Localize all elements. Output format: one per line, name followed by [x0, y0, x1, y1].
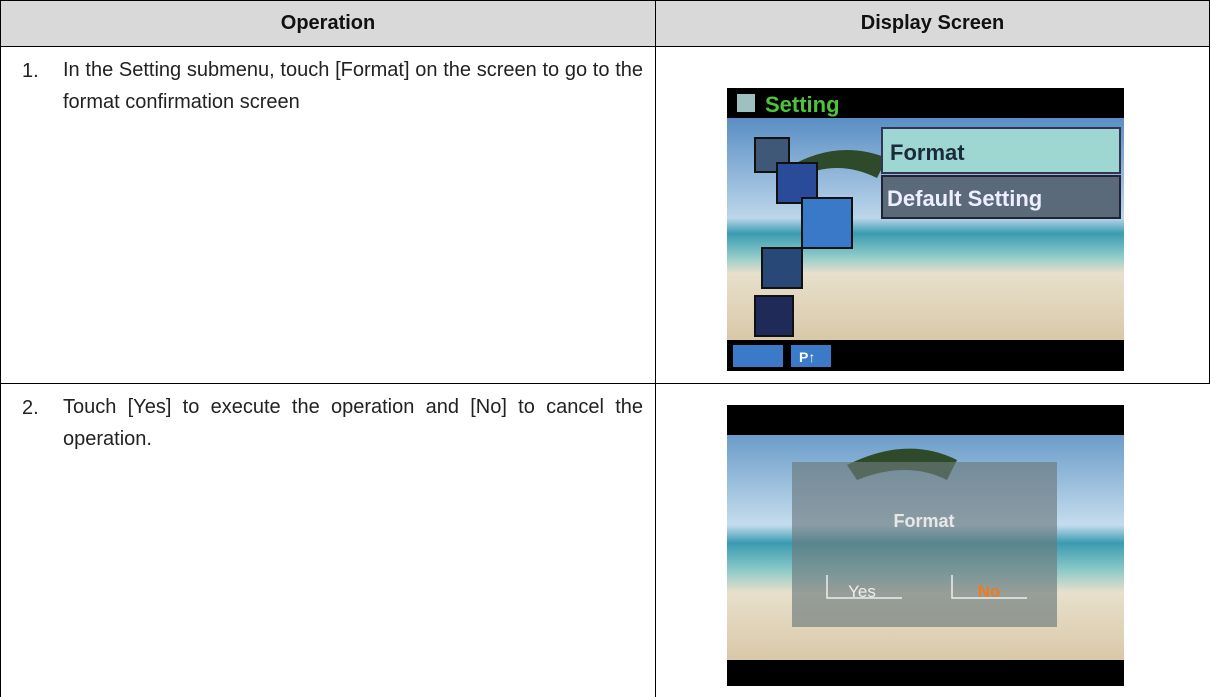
step-number: 2.	[22, 397, 39, 419]
display-screen: Format Yes No	[727, 405, 1124, 686]
border	[0, 0, 1210, 1]
menu-item: Format	[890, 140, 965, 165]
step-text: Touch [Yes] to execute the operation and…	[63, 396, 643, 450]
display-screen: Setting Format Default Setting P↑	[727, 88, 1124, 371]
step-text: In the Setting submenu, touch [Format] o…	[63, 59, 643, 113]
step-number: 1.	[22, 60, 39, 82]
header-operation: Operation	[1, 0, 655, 46]
option: Yes	[848, 582, 876, 601]
header-display-screen: Display Screen	[656, 0, 1209, 46]
border	[0, 383, 1210, 384]
screen-title: Setting	[765, 92, 840, 117]
border	[655, 0, 656, 697]
dialog-title: Format	[893, 511, 954, 531]
button-label: P↑	[799, 349, 815, 365]
option: No	[978, 582, 1001, 601]
border	[0, 46, 1210, 47]
menu-item: Default Setting	[887, 186, 1042, 211]
border	[0, 0, 1, 697]
